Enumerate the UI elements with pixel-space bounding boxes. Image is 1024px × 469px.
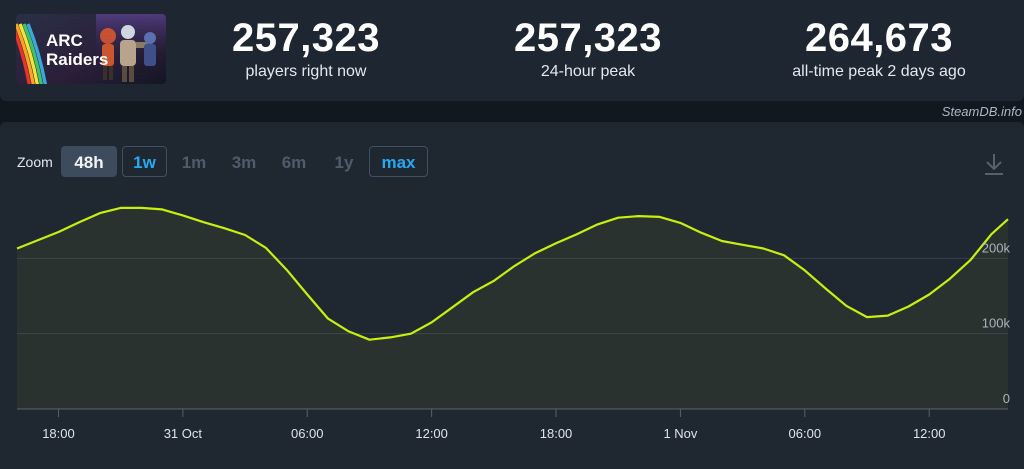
x-tick-label: 06:00 bbox=[789, 426, 822, 441]
player-count-chart[interactable]: 18:00 31 Oct 06:00 12:00 18:00 1 Nov 06:00 12:0… bbox=[0, 182, 1024, 469]
stat-value: 257,323 bbox=[513, 16, 663, 60]
x-tick-label: 1 Nov bbox=[663, 426, 697, 441]
game-logo-art: ARC Raiders bbox=[16, 14, 166, 84]
logo-text-arc: ARC bbox=[46, 31, 83, 50]
x-tick-label: 12:00 bbox=[415, 426, 448, 441]
zoom-max-button[interactable]: max bbox=[369, 146, 428, 177]
x-tick-label: 12:00 bbox=[913, 426, 946, 441]
stat-players-now: 257,323 players right now bbox=[206, 16, 406, 82]
stat-all-time-peak: 264,673 all-time peak 2 days ago bbox=[759, 16, 999, 82]
chart-area-fill bbox=[17, 207, 1008, 409]
zoom-label: Zoom bbox=[17, 154, 53, 170]
download-icon bbox=[985, 154, 1003, 175]
y-tick-label: 100k bbox=[982, 316, 1011, 331]
stat-label: 24-hour peak bbox=[540, 63, 636, 80]
stat-24h-peak: 257,323 24-hour peak bbox=[488, 16, 688, 82]
stat-label: players right now bbox=[245, 63, 367, 80]
y-tick-label: 0 bbox=[1003, 391, 1010, 406]
zoom-1m-button[interactable]: 1m bbox=[181, 153, 207, 172]
stats-panel: ARC Raiders 257,323 players right now 25… bbox=[0, 0, 1024, 101]
zoom-3m-button[interactable]: 3m bbox=[231, 153, 257, 172]
zoom-1w-button[interactable]: 1w bbox=[122, 146, 167, 177]
x-tick-label: 18:00 bbox=[42, 426, 75, 441]
zoom-6m-button[interactable]: 6m bbox=[281, 153, 307, 172]
x-tick-label: 18:00 bbox=[540, 426, 573, 441]
x-tick-label: 31 Oct bbox=[164, 426, 203, 441]
logo-text-raiders: Raiders bbox=[46, 50, 108, 69]
zoom-1y-button[interactable]: 1y bbox=[334, 153, 354, 172]
chart-series-line bbox=[16, 206, 1009, 341]
game-logo[interactable]: ARC Raiders bbox=[16, 14, 166, 84]
zoom-bar: Zoom 48h 1w 1m 3m 6m 1y max bbox=[0, 146, 1024, 178]
chart-panel bbox=[0, 122, 1024, 469]
stat-label: all-time peak 2 days ago bbox=[792, 63, 966, 80]
steamdb-credit[interactable]: SteamDB.info bbox=[941, 104, 1022, 119]
stat-value: 257,323 bbox=[231, 16, 381, 60]
y-tick-label: 200k bbox=[982, 240, 1011, 255]
download-button[interactable] bbox=[982, 152, 1006, 178]
stat-value: 264,673 bbox=[804, 16, 954, 60]
zoom-48h-button[interactable]: 48h bbox=[61, 146, 117, 177]
x-tick-label: 06:00 bbox=[291, 426, 324, 441]
